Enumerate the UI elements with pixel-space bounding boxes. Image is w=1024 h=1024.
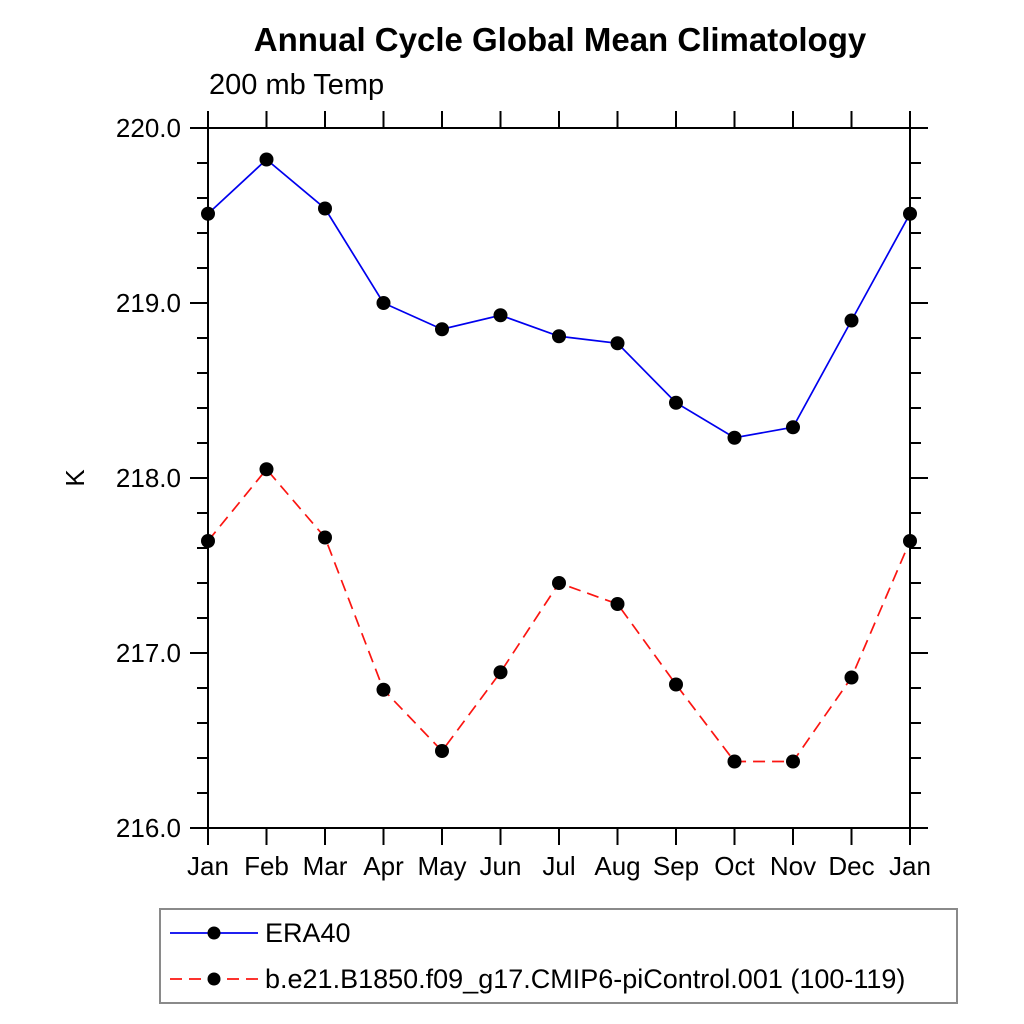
x-tick-label: Sep [653, 851, 699, 881]
data-point-picontrol [201, 534, 215, 548]
data-point-era40 [259, 152, 274, 167]
data-point-picontrol [552, 576, 566, 590]
legend-marker-icon [207, 972, 221, 986]
data-point-era40 [201, 206, 215, 221]
legend-entry-era40: ERA40 [161, 910, 956, 956]
data-point-picontrol [669, 677, 683, 692]
x-tick-label: Jul [542, 851, 575, 881]
x-tick-label: Oct [714, 851, 755, 881]
chart-title: Annual Cycle Global Mean Climatology [253, 21, 867, 58]
legend-label: ERA40 [265, 917, 351, 948]
data-point-picontrol [786, 754, 800, 769]
data-point-picontrol [844, 670, 859, 685]
series-line-picontrol [207, 467, 911, 763]
chart-legend: ERA40 b.e21.B1850.f09_g17.CMIP6-piControl… [159, 908, 958, 1004]
data-point-picontrol [610, 597, 625, 611]
x-tick-label: Mar [303, 851, 348, 881]
data-point-era40 [727, 430, 742, 445]
data-point-era40 [786, 420, 800, 435]
y-tick-label: 218.0 [116, 463, 181, 493]
data-point-era40 [493, 308, 508, 323]
x-tick-label: Jan [187, 851, 229, 881]
data-point-picontrol [435, 744, 449, 758]
data-point-picontrol [903, 534, 917, 548]
data-point-era40 [844, 313, 859, 328]
data-point-era40 [669, 395, 683, 410]
data-point-picontrol [318, 530, 332, 545]
data-point-era40 [610, 336, 625, 351]
y-tick-label: 216.0 [116, 813, 181, 843]
legend-line-sample [170, 926, 258, 940]
x-tick-label: Nov [770, 851, 816, 881]
x-tick-label: Jun [480, 851, 522, 881]
y-tick-label: 217.0 [116, 638, 181, 668]
data-point-picontrol [493, 665, 508, 680]
series-line-era40 [207, 158, 911, 439]
data-point-era40 [318, 201, 332, 216]
legend-label: b.e21.B1850.f09_g17.CMIP6-piControl.001 … [265, 963, 906, 994]
legend-entry-picontrol: b.e21.B1850.f09_g17.CMIP6-piControl.001 … [161, 956, 956, 1002]
data-point-era40 [376, 296, 391, 310]
x-tick-label: Apr [363, 851, 404, 881]
chart-subtitle: 200 mb Temp [209, 69, 385, 101]
legend-line-sample [170, 972, 258, 986]
x-tick-label: Jan [889, 851, 931, 881]
legend-marker-icon [207, 926, 221, 940]
data-point-picontrol [727, 754, 742, 769]
y-tick-label: 219.0 [116, 288, 181, 318]
x-tick-label: Aug [594, 851, 640, 881]
data-point-era40 [552, 329, 566, 344]
data-point-era40 [435, 322, 449, 337]
x-tick-label: Feb [244, 851, 289, 881]
x-tick-label: Dec [828, 851, 874, 881]
data-point-picontrol [376, 682, 391, 697]
data-point-picontrol [259, 462, 274, 477]
plot-frame [207, 127, 911, 829]
y-tick-label: 220.0 [116, 113, 181, 143]
x-tick-label: May [417, 851, 466, 881]
data-point-era40 [903, 206, 917, 221]
